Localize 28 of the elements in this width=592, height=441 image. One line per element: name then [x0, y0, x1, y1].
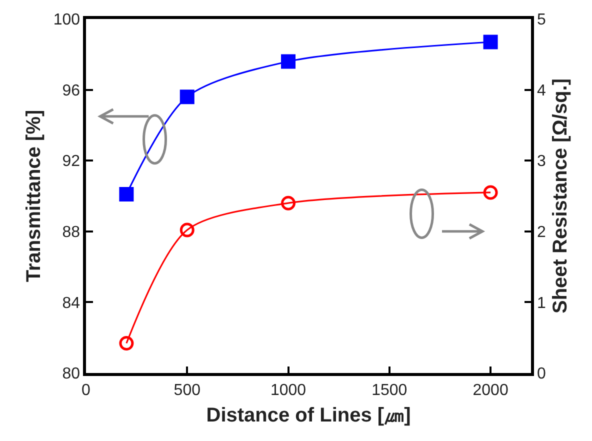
y-axis-title: Transmittance [%]: [22, 110, 45, 282]
y2-axis-title: Sheet Resistance [Ω/sq.]: [549, 78, 572, 314]
y-tick-label: 100: [53, 12, 80, 29]
y2-tick-label: 3: [536, 153, 546, 170]
y-tick-label: 88: [62, 224, 80, 241]
point: [281, 54, 296, 69]
point: [180, 222, 194, 238]
point: [180, 90, 194, 104]
y2-tick-label: 0: [536, 366, 546, 383]
point: [483, 34, 498, 50]
y-tick-label: 80: [62, 366, 80, 383]
point: [119, 186, 134, 202]
point: [119, 336, 134, 351]
y2-tick-label: 2: [536, 224, 546, 241]
y-tick-label: 84: [62, 294, 80, 312]
y-tick-label: 96: [62, 82, 80, 100]
y2-tick-label: 1: [536, 294, 546, 312]
point: [483, 185, 498, 200]
x-tick-label: 500: [174, 382, 201, 399]
y2-tick-label: 4: [536, 82, 546, 100]
x-axis-title: Distance of Lines [㎛]: [206, 404, 411, 426]
x-tick-label: 1000: [270, 382, 306, 399]
y2-tick-label: 5: [536, 12, 546, 29]
point: [281, 196, 296, 210]
x-tick-label: 2000: [472, 382, 508, 399]
x-tick-label: 0: [82, 382, 91, 399]
x-tick-label: 1500: [372, 382, 408, 399]
y-tick-label: 92: [62, 153, 80, 170]
